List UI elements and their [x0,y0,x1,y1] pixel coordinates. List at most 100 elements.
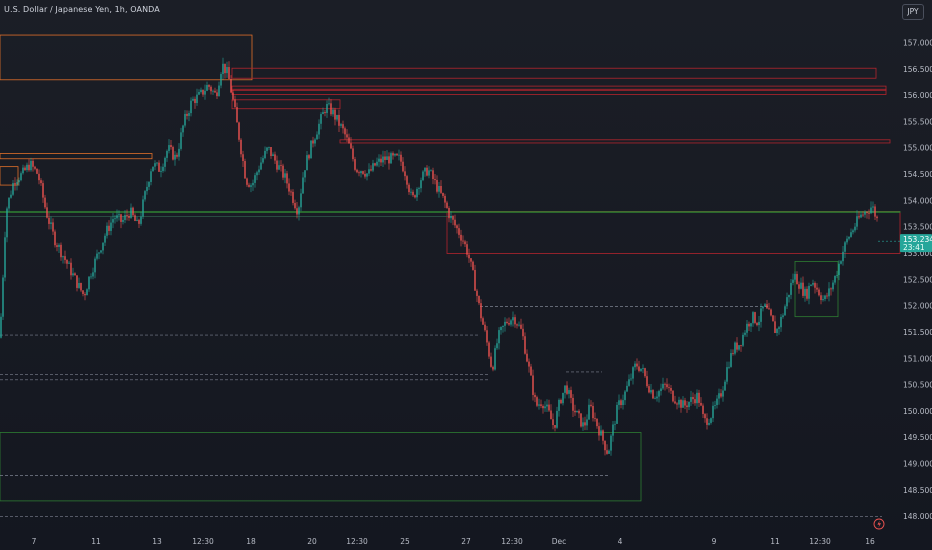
candle-body [742,334,744,346]
candle-body [478,295,480,304]
candle-body [354,159,356,170]
candle-body [332,109,334,115]
candle-body [388,156,390,164]
candle-body [80,283,82,291]
candle-body [516,324,518,326]
zone-green [794,260,839,318]
candle-body [588,404,590,420]
candle-body [238,122,240,140]
candle-body [302,177,304,194]
candle-body [492,366,494,370]
candle-body [230,78,232,93]
candle-body [410,191,412,193]
candle-body [154,163,156,167]
y-tick-label: 150.500 [903,381,932,390]
candle-body [748,323,750,327]
candle-body [702,405,704,415]
candle-body [676,403,678,405]
candle-body [682,400,684,408]
zone-green [0,210,901,213]
candle-body [604,440,606,451]
candle-body [828,288,830,297]
candle-body [266,147,268,151]
candle-body [618,400,620,405]
candle-body [866,211,868,214]
candle-body [318,123,320,135]
candle-body [554,425,556,428]
candle-body [528,361,530,367]
candle-body [334,109,336,120]
currency-button[interactable]: JPY [902,4,924,20]
candle-body [514,317,516,325]
candle-body [694,399,696,404]
candle-body [824,295,826,300]
candle-body [790,282,792,295]
candle-body [96,253,98,259]
candle-body [498,330,500,344]
candle-body [330,103,332,115]
candle-body [386,156,388,160]
candle-body [264,150,266,159]
candle-body [180,132,182,149]
candle-body [324,112,326,114]
candle-body [736,342,738,350]
candle-body [610,435,612,451]
y-tick-label: 152.500 [903,275,932,284]
candle-body [50,222,52,224]
candle-body [128,215,130,218]
candle-body [256,172,258,176]
candle-body [776,328,778,334]
candle-body [506,321,508,324]
candle-body [200,89,202,93]
x-tick-label: 13 [152,537,162,546]
candle-body [502,325,504,327]
candle-body [774,321,776,334]
candle-body [298,207,300,215]
candle-body [826,295,828,297]
candle-body [304,170,306,178]
candle-body [630,378,632,380]
candle-body [764,304,766,307]
candle-body [424,167,426,172]
candle-body [626,385,628,392]
candle-body [136,219,138,221]
candle-body [598,426,600,436]
candle-body [286,173,288,184]
candle-body [856,216,858,227]
candle-body [756,322,758,326]
candle-body [698,392,700,403]
candle-body [838,263,840,276]
candle-body [416,188,418,198]
y-tick-label: 154.500 [903,170,932,179]
candle-body [360,171,362,174]
candle-body [116,215,118,219]
candle-body [540,404,542,406]
candle-body [646,376,648,387]
candle-body [488,342,490,357]
candle-body [546,404,548,407]
candle-body [166,150,168,158]
candle-body [606,450,608,454]
candle-body [590,404,592,406]
candle-body [440,186,442,193]
candle-body [712,405,714,419]
symbol-title: U.S. Dollar / Japanese Yen, 1h, OANDA [4,5,160,14]
candle-body [310,140,312,159]
candle-body [254,175,256,183]
candle-body [138,219,140,224]
candle-body [500,326,502,331]
candle-body [46,207,48,218]
candle-body [206,85,208,91]
candle-body [434,179,436,181]
candle-body [212,90,214,92]
candle-body [720,393,722,397]
candle-body [704,414,706,419]
candle-body [52,222,54,232]
candle-body [762,306,764,309]
candle-body [60,244,62,258]
last-price-countdown: 23:41 [903,243,925,252]
candle-body [666,384,668,388]
candle-body [234,99,236,108]
candle-body [112,219,114,223]
